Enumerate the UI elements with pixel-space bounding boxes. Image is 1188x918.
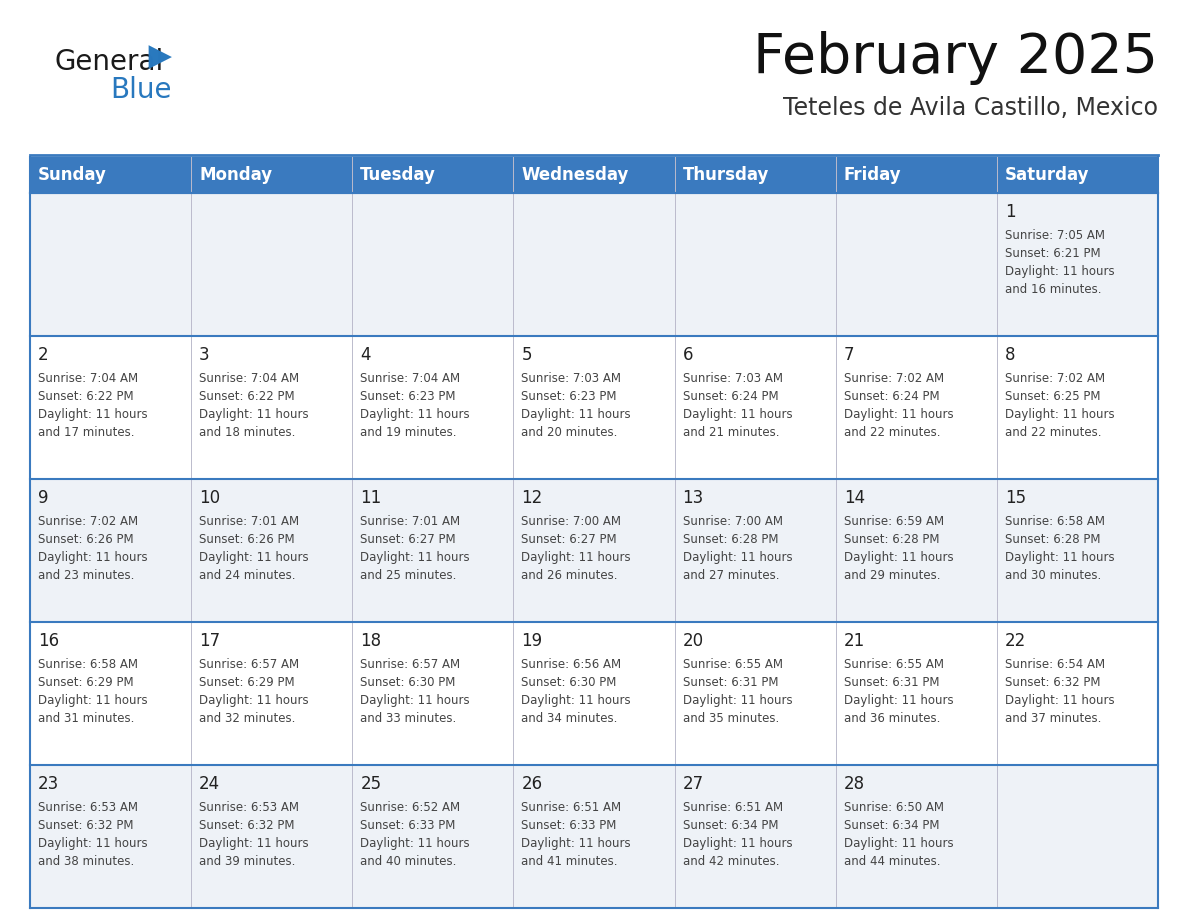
Text: Sunrise: 7:03 AM
Sunset: 6:24 PM
Daylight: 11 hours
and 21 minutes.: Sunrise: 7:03 AM Sunset: 6:24 PM Dayligh… [683,372,792,439]
Text: Wednesday: Wednesday [522,166,628,184]
Text: 12: 12 [522,489,543,507]
Bar [30,157,1158,193]
Text: Sunrise: 7:04 AM
Sunset: 6:22 PM
Daylight: 11 hours
and 17 minutes.: Sunrise: 7:04 AM Sunset: 6:22 PM Dayligh… [38,372,147,439]
Text: Tuesday: Tuesday [360,166,436,184]
Text: Sunrise: 6:58 AM
Sunset: 6:29 PM
Daylight: 11 hours
and 31 minutes.: Sunrise: 6:58 AM Sunset: 6:29 PM Dayligh… [38,658,147,725]
Bar [30,765,1158,908]
Text: 21: 21 [843,632,865,650]
Text: Sunrise: 7:03 AM
Sunset: 6:23 PM
Daylight: 11 hours
and 20 minutes.: Sunrise: 7:03 AM Sunset: 6:23 PM Dayligh… [522,372,631,439]
Text: 25: 25 [360,775,381,793]
Text: Sunrise: 7:00 AM
Sunset: 6:28 PM
Daylight: 11 hours
and 27 minutes.: Sunrise: 7:00 AM Sunset: 6:28 PM Dayligh… [683,515,792,582]
Text: Sunrise: 6:56 AM
Sunset: 6:30 PM
Daylight: 11 hours
and 34 minutes.: Sunrise: 6:56 AM Sunset: 6:30 PM Dayligh… [522,658,631,725]
Text: 18: 18 [360,632,381,650]
Text: 11: 11 [360,489,381,507]
Text: Sunrise: 6:51 AM
Sunset: 6:33 PM
Daylight: 11 hours
and 41 minutes.: Sunrise: 6:51 AM Sunset: 6:33 PM Dayligh… [522,801,631,868]
Text: 8: 8 [1005,346,1016,364]
Text: Sunrise: 6:51 AM
Sunset: 6:34 PM
Daylight: 11 hours
and 42 minutes.: Sunrise: 6:51 AM Sunset: 6:34 PM Dayligh… [683,801,792,868]
Text: Sunrise: 7:02 AM
Sunset: 6:25 PM
Daylight: 11 hours
and 22 minutes.: Sunrise: 7:02 AM Sunset: 6:25 PM Dayligh… [1005,372,1114,439]
Text: Sunrise: 6:58 AM
Sunset: 6:28 PM
Daylight: 11 hours
and 30 minutes.: Sunrise: 6:58 AM Sunset: 6:28 PM Dayligh… [1005,515,1114,582]
Text: Sunday: Sunday [38,166,107,184]
Text: 1: 1 [1005,203,1016,221]
Text: Friday: Friday [843,166,902,184]
Text: Sunrise: 7:04 AM
Sunset: 6:22 PM
Daylight: 11 hours
and 18 minutes.: Sunrise: 7:04 AM Sunset: 6:22 PM Dayligh… [200,372,309,439]
Text: Sunrise: 7:02 AM
Sunset: 6:26 PM
Daylight: 11 hours
and 23 minutes.: Sunrise: 7:02 AM Sunset: 6:26 PM Dayligh… [38,515,147,582]
Text: 17: 17 [200,632,220,650]
Text: Teteles de Avila Castillo, Mexico: Teteles de Avila Castillo, Mexico [783,96,1158,120]
Text: 22: 22 [1005,632,1026,650]
Text: 27: 27 [683,775,703,793]
Text: Sunrise: 6:52 AM
Sunset: 6:33 PM
Daylight: 11 hours
and 40 minutes.: Sunrise: 6:52 AM Sunset: 6:33 PM Dayligh… [360,801,470,868]
Text: Sunrise: 7:04 AM
Sunset: 6:23 PM
Daylight: 11 hours
and 19 minutes.: Sunrise: 7:04 AM Sunset: 6:23 PM Dayligh… [360,372,470,439]
Text: 28: 28 [843,775,865,793]
Text: Sunrise: 6:59 AM
Sunset: 6:28 PM
Daylight: 11 hours
and 29 minutes.: Sunrise: 6:59 AM Sunset: 6:28 PM Dayligh… [843,515,953,582]
Text: Sunrise: 7:01 AM
Sunset: 6:26 PM
Daylight: 11 hours
and 24 minutes.: Sunrise: 7:01 AM Sunset: 6:26 PM Dayligh… [200,515,309,582]
Text: Blue: Blue [110,76,171,104]
Text: 7: 7 [843,346,854,364]
Text: 4: 4 [360,346,371,364]
Text: 19: 19 [522,632,543,650]
Text: Saturday: Saturday [1005,166,1089,184]
Bar [30,479,1158,622]
Text: 2: 2 [38,346,49,364]
Text: Sunrise: 6:55 AM
Sunset: 6:31 PM
Daylight: 11 hours
and 35 minutes.: Sunrise: 6:55 AM Sunset: 6:31 PM Dayligh… [683,658,792,725]
Bar [30,622,1158,765]
Text: Sunrise: 6:53 AM
Sunset: 6:32 PM
Daylight: 11 hours
and 38 minutes.: Sunrise: 6:53 AM Sunset: 6:32 PM Dayligh… [38,801,147,868]
Text: 3: 3 [200,346,210,364]
Text: Sunrise: 6:53 AM
Sunset: 6:32 PM
Daylight: 11 hours
and 39 minutes.: Sunrise: 6:53 AM Sunset: 6:32 PM Dayligh… [200,801,309,868]
Text: Sunrise: 6:57 AM
Sunset: 6:30 PM
Daylight: 11 hours
and 33 minutes.: Sunrise: 6:57 AM Sunset: 6:30 PM Dayligh… [360,658,470,725]
Text: Sunrise: 7:01 AM
Sunset: 6:27 PM
Daylight: 11 hours
and 25 minutes.: Sunrise: 7:01 AM Sunset: 6:27 PM Dayligh… [360,515,470,582]
Bar [30,336,1158,479]
Text: Sunrise: 6:57 AM
Sunset: 6:29 PM
Daylight: 11 hours
and 32 minutes.: Sunrise: 6:57 AM Sunset: 6:29 PM Dayligh… [200,658,309,725]
Text: Sunrise: 6:55 AM
Sunset: 6:31 PM
Daylight: 11 hours
and 36 minutes.: Sunrise: 6:55 AM Sunset: 6:31 PM Dayligh… [843,658,953,725]
Text: 14: 14 [843,489,865,507]
Text: General: General [55,48,164,76]
Text: 10: 10 [200,489,220,507]
Text: 15: 15 [1005,489,1026,507]
Text: Sunrise: 6:50 AM
Sunset: 6:34 PM
Daylight: 11 hours
and 44 minutes.: Sunrise: 6:50 AM Sunset: 6:34 PM Dayligh… [843,801,953,868]
Text: 16: 16 [38,632,59,650]
Text: 24: 24 [200,775,220,793]
Text: 5: 5 [522,346,532,364]
Text: 23: 23 [38,775,59,793]
Text: 9: 9 [38,489,49,507]
Text: 20: 20 [683,632,703,650]
Text: 26: 26 [522,775,543,793]
Text: Sunrise: 7:02 AM
Sunset: 6:24 PM
Daylight: 11 hours
and 22 minutes.: Sunrise: 7:02 AM Sunset: 6:24 PM Dayligh… [843,372,953,439]
Text: 6: 6 [683,346,693,364]
Text: Monday: Monday [200,166,272,184]
Text: ◀: ◀ [148,40,171,70]
Text: Sunrise: 7:00 AM
Sunset: 6:27 PM
Daylight: 11 hours
and 26 minutes.: Sunrise: 7:00 AM Sunset: 6:27 PM Dayligh… [522,515,631,582]
Text: Thursday: Thursday [683,166,769,184]
Text: Sunrise: 6:54 AM
Sunset: 6:32 PM
Daylight: 11 hours
and 37 minutes.: Sunrise: 6:54 AM Sunset: 6:32 PM Dayligh… [1005,658,1114,725]
Text: 13: 13 [683,489,703,507]
Text: Sunrise: 7:05 AM
Sunset: 6:21 PM
Daylight: 11 hours
and 16 minutes.: Sunrise: 7:05 AM Sunset: 6:21 PM Dayligh… [1005,229,1114,296]
Text: February 2025: February 2025 [753,31,1158,85]
Bar [30,193,1158,336]
